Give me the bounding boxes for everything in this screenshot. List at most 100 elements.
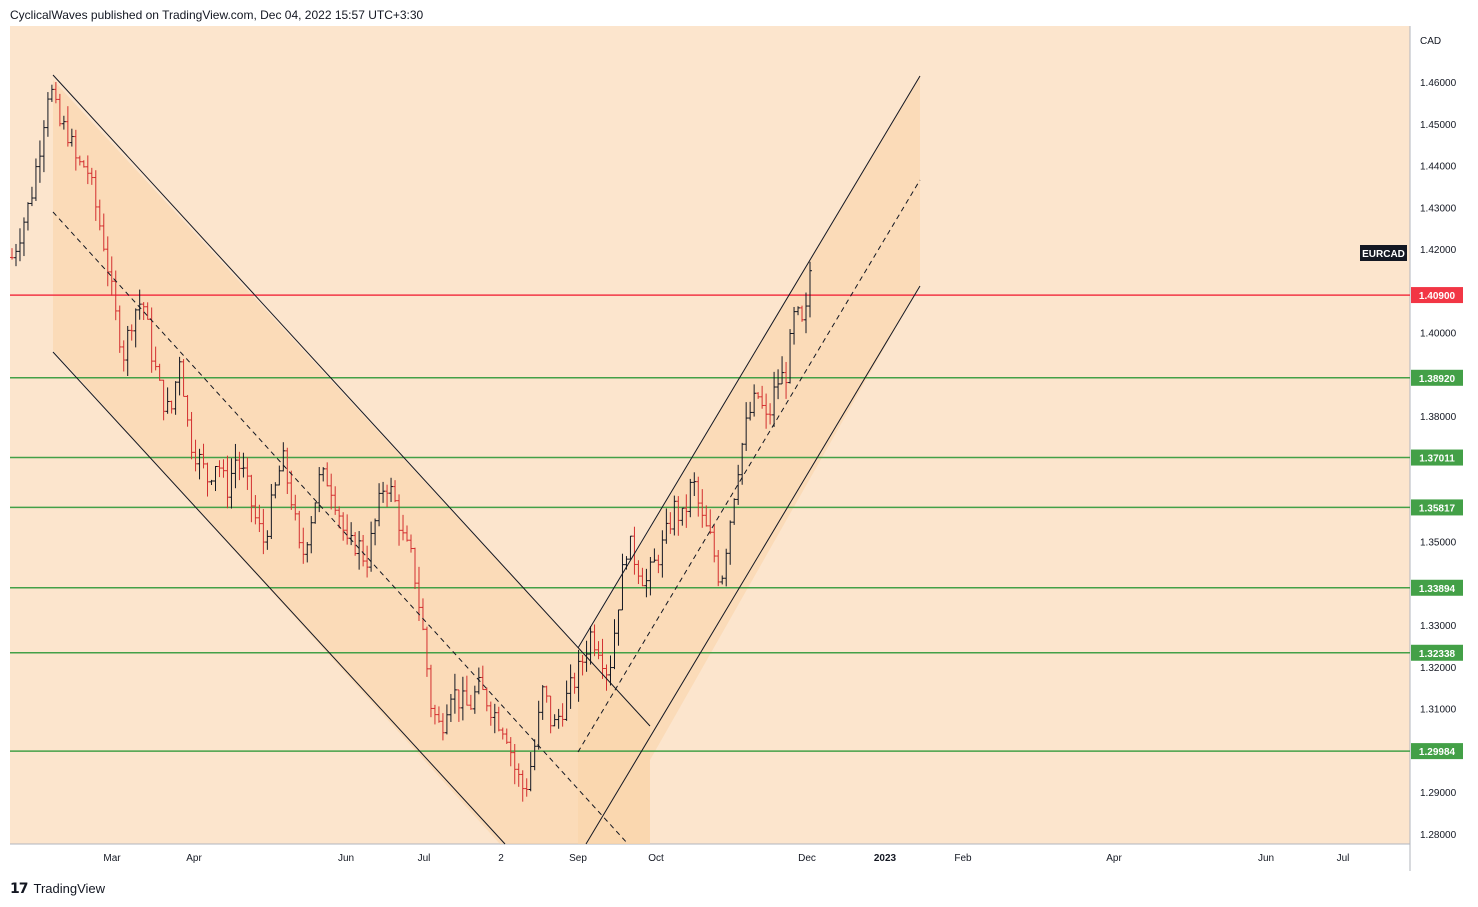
ohlc-bar: [556, 708, 561, 729]
ohlc-bar: [369, 521, 374, 572]
ohlc-bar: [37, 140, 42, 183]
ohlc-bar: [764, 393, 769, 429]
ohlc-bar: [568, 664, 573, 709]
ohlc-bar: [13, 243, 18, 267]
ohlc-bar: [53, 81, 58, 104]
ohlc-bar: [177, 356, 182, 396]
ohlc-bar: [500, 727, 505, 740]
price-axis-ticks: 1.46000 1.45000 1.44000 1.43000 1.42000 1.400…: [1420, 78, 1457, 841]
time-tick-label-9: Feb: [954, 853, 972, 864]
ohlc-bar: [796, 306, 801, 316]
ohlc-bar: [85, 155, 90, 185]
ohlc-bar: [692, 472, 697, 497]
level-badge-bg-0: [1411, 287, 1463, 304]
ohlc-bar: [720, 575, 725, 585]
ohlc-bar: [756, 392, 761, 399]
descending-channel-lower-line[interactable]: [52, 351, 506, 845]
descending-channel-median-line[interactable]: [52, 211, 629, 845]
time-tick-label-11: Jun: [1258, 853, 1274, 864]
ohlc-bar: [49, 84, 54, 102]
ohlc-bar: [472, 685, 477, 714]
ohlc-bar: [397, 494, 402, 546]
ohlc-bar: [608, 655, 613, 686]
ohlc-bar: [89, 167, 94, 185]
level-badges: 1.40900 1.38920 1.37011 1.35817 1.33894 1.323…: [1411, 287, 1463, 760]
ohlc-bar: [109, 256, 114, 296]
ohlc-bar: [165, 387, 170, 414]
ohlc-bar: [580, 654, 585, 676]
ohlc-bar: [468, 694, 473, 710]
ohlc-bar: [596, 641, 601, 660]
ascending-channel-lower-line[interactable]: [585, 285, 921, 845]
price-tick-label-7: 1.35000: [1420, 538, 1457, 549]
ohlc-bar: [712, 524, 717, 563]
ohlc-bar: [716, 550, 721, 587]
price-tick-label-6: 1.38000: [1420, 412, 1457, 423]
level-badge-label-4: 1.33894: [1419, 584, 1456, 595]
ohlc-bar: [752, 384, 757, 417]
ohlc-bar: [504, 728, 509, 744]
ohlc-bar: [161, 379, 166, 421]
ohlc-bar: [792, 306, 797, 345]
ohlc-bar: [460, 676, 465, 721]
ohlc-bar: [29, 186, 34, 207]
ohlc-bar: [169, 400, 174, 414]
ohlc-bar: [381, 481, 386, 503]
level-badge-label-3: 1.35817: [1419, 503, 1456, 514]
ohlc-bar: [728, 520, 733, 565]
time-axis-ticks: Mar Apr Jun Jul 2 Sep Oct Dec 2023 Feb Apr Jun Jul: [103, 853, 1349, 864]
ohlc-bar: [564, 680, 569, 721]
ohlc-bar: [592, 624, 597, 657]
ascending-channel-median-line[interactable]: [577, 179, 921, 753]
time-tick-label-0: Mar: [103, 853, 121, 864]
ohlc-bar: [237, 451, 242, 481]
ohlc-bar: [696, 476, 701, 517]
ohlc-bar: [612, 619, 617, 670]
tradingview-logo[interactable]: 𝟭𝟳 TradingView: [10, 880, 105, 897]
ohlc-bar: [520, 770, 525, 802]
ohlc-bar: [804, 292, 809, 334]
ohlc-bar: [668, 512, 673, 534]
time-axis-background: [10, 844, 1410, 871]
ascending-channel-upper-line[interactable]: [577, 75, 921, 649]
time-tick-label-10: Apr: [1106, 853, 1122, 864]
ohlc-bar: [141, 302, 146, 321]
ohlc-bar: [61, 115, 66, 130]
level-badge-label-5: 1.32338: [1419, 649, 1456, 660]
price-axis-background: [1410, 26, 1468, 871]
ohlc-bar: [373, 518, 378, 546]
ohlc-bar: [688, 478, 693, 518]
ohlc-bar: [544, 685, 549, 703]
ohlc-bar: [273, 482, 278, 499]
ohlc-bar: [41, 120, 46, 173]
ohlc-bar: [428, 664, 433, 718]
ohlc-bar: [684, 494, 689, 528]
tradingview-brand: TradingView: [33, 881, 106, 896]
ohlc-bar: [81, 160, 86, 168]
ohlc-bar: [512, 744, 517, 785]
ohlc-bar: [464, 675, 469, 706]
ohlc-bar: [133, 308, 138, 348]
price-bars: [10, 81, 812, 802]
ohlc-bar: [409, 534, 413, 553]
ohlc-bar: [420, 598, 425, 631]
price-tick-label-8: 1.33000: [1420, 621, 1457, 632]
ohlc-bar: [528, 752, 533, 792]
ohlc-bar: [213, 466, 218, 492]
ohlc-bar: [424, 626, 429, 677]
ohlc-bar: [664, 508, 669, 544]
ohlc-bar: [321, 467, 326, 482]
ohlc-bar: [644, 568, 649, 598]
ohlc-bar: [548, 695, 553, 734]
ohlc-bar: [444, 704, 449, 735]
descending-channel-upper-line[interactable]: [52, 74, 651, 727]
ohlc-bar: [385, 484, 390, 507]
ohlc-bar: [17, 228, 22, 262]
ohlc-bar: [69, 128, 74, 147]
ohlc-bar: [181, 359, 186, 397]
ohlc-bar: [353, 532, 358, 556]
ohlc-bar: [205, 462, 210, 497]
ohlc-bar: [405, 525, 410, 542]
ohlc-bar: [65, 106, 70, 147]
